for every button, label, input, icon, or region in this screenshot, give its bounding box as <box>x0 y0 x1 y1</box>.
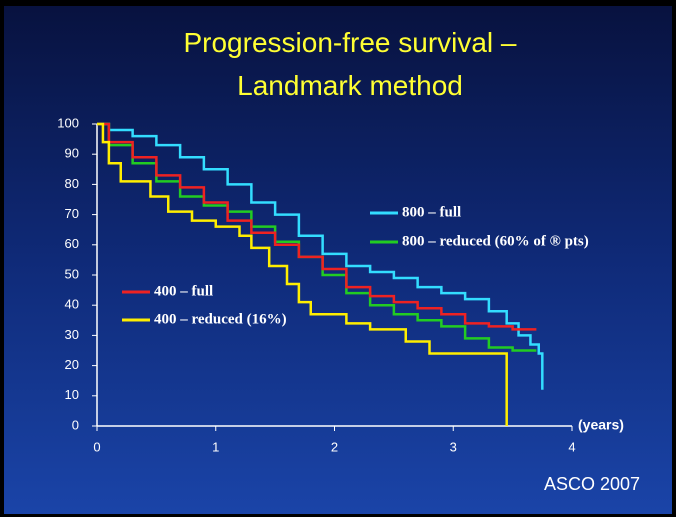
x-tick-label: 4 <box>568 439 575 454</box>
y-tick-label: 80 <box>65 176 79 191</box>
source-note: ASCO 2007 <box>544 474 640 494</box>
background <box>4 6 672 514</box>
y-tick-label: 50 <box>65 266 79 281</box>
y-tick-label: 70 <box>65 206 79 221</box>
x-tick-label: 1 <box>212 439 219 454</box>
y-tick-label: 10 <box>65 387 79 402</box>
y-tick-label: 0 <box>72 417 79 432</box>
y-tick-label: 90 <box>65 146 79 161</box>
x-tick-label: 3 <box>450 439 457 454</box>
x-tick-label: 2 <box>331 439 338 454</box>
legend-label: 400 – reduced (16%) <box>154 311 287 327</box>
legend-label: 800 – reduced (60% of ® pts) <box>402 233 589 249</box>
legend-label: 800 – full <box>402 204 461 220</box>
y-tick-label: 30 <box>65 327 79 342</box>
x-tick-label: 0 <box>93 439 100 454</box>
legend-label: 400 – full <box>154 283 213 299</box>
survival-curve <box>97 122 508 426</box>
y-tick-label: 60 <box>65 236 79 251</box>
chart-title: Progression-free survival – <box>183 27 516 58</box>
survival-curve <box>97 122 544 390</box>
y-tick-label: 40 <box>65 297 79 312</box>
x-axis-label: (years) <box>578 417 624 433</box>
y-tick-label: 100 <box>57 115 79 130</box>
survival-curve <box>97 122 537 331</box>
y-tick-label: 20 <box>65 357 79 372</box>
chart-subtitle: Landmark method <box>237 70 463 101</box>
